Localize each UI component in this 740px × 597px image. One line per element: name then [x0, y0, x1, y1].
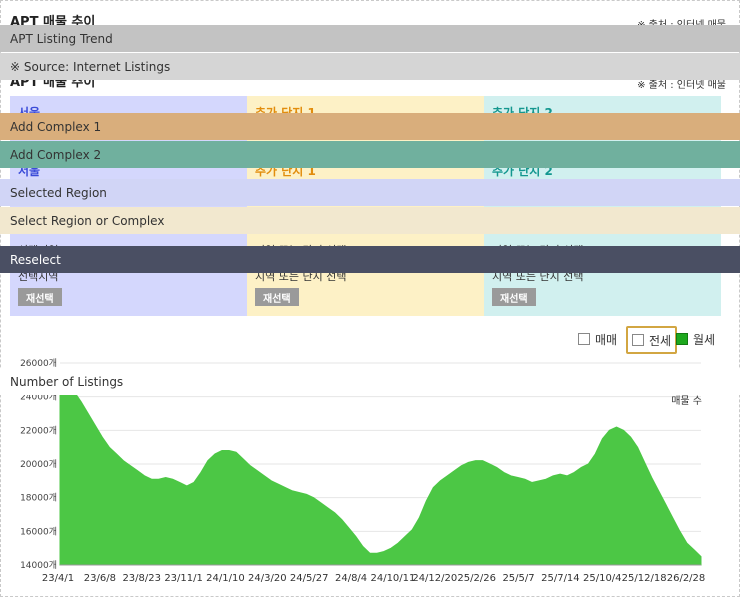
- source-note-duplicate: ※ 출처 : 인터넷 매물: [637, 80, 726, 91]
- overlay-bar: Reselect: [0, 246, 740, 273]
- chart-unit-label: 매물 수: [671, 395, 702, 407]
- legend-toggle-jeonse[interactable]: 전세: [626, 326, 678, 354]
- checkbox-icon[interactable]: [578, 333, 590, 345]
- legend-toggle-sale[interactable]: 매매: [578, 324, 617, 354]
- checkbox-icon[interactable]: [632, 334, 644, 346]
- x-tick-label: 26/2/28: [667, 573, 706, 584]
- x-tick-label: 23/11/1: [164, 573, 203, 584]
- overlay-bar: Selected Region: [0, 179, 740, 206]
- overlay-bar: ※ Source: Internet Listings: [0, 53, 740, 80]
- y-tick-label: 22000개: [20, 425, 57, 436]
- x-tick-label: 23/6/8: [84, 573, 116, 584]
- x-tick-label: 24/8/4: [335, 573, 367, 584]
- legend-label: 전세: [649, 333, 672, 348]
- x-tick-label: 25/12/18: [622, 573, 667, 584]
- reselect-button[interactable]: 재선택: [18, 288, 62, 306]
- legend-label: 매매: [595, 332, 618, 347]
- x-tick-label: 24/3/20: [248, 573, 287, 584]
- y-tick-label: 24000개: [20, 392, 57, 403]
- overlay-bar: Add Complex 1: [0, 113, 740, 140]
- x-tick-label: 24/5/27: [290, 573, 329, 584]
- selected-region-label: 선택지역: [18, 270, 59, 283]
- overlay-bar-label: Number of Listings: [10, 375, 123, 389]
- x-tick-label: 24/12/20: [412, 573, 457, 584]
- reselect-button[interactable]: 재선택: [255, 288, 299, 306]
- overlay-bar: Select Region or Complex: [0, 207, 740, 234]
- select-prompt: 지역 또는 단지 선택: [492, 270, 584, 283]
- reselect-button[interactable]: 재선택: [492, 288, 536, 306]
- select-prompt: 지역 또는 단지 선택: [255, 270, 347, 283]
- x-tick-label: 24/1/10: [206, 573, 245, 584]
- area-series: [59, 375, 702, 566]
- overlay-bar: Add Complex 2: [0, 141, 740, 168]
- x-tick-label: 25/10/4: [583, 573, 622, 584]
- x-tick-label: 25/7/14: [541, 573, 580, 584]
- legend-toggle-monthly[interactable]: 월세: [676, 324, 715, 354]
- legend-label: 월세: [693, 332, 716, 347]
- x-tick-label: 25/5/7: [502, 573, 534, 584]
- overlay-bar: APT Listing Trend: [0, 25, 740, 52]
- overlay-bar: [0, 368, 740, 395]
- y-tick-label: 18000개: [20, 493, 57, 504]
- y-tick-label: 14000개: [20, 560, 57, 571]
- x-tick-label: 23/8/23: [122, 573, 161, 584]
- y-tick-label: 20000개: [20, 459, 57, 470]
- y-tick-label: 26000개: [20, 358, 57, 369]
- y-tick-label: 16000개: [20, 526, 57, 537]
- x-tick-label: 25/2/26: [457, 573, 496, 584]
- x-tick-label: 24/10/11: [370, 573, 415, 584]
- checkbox-checked-icon[interactable]: [676, 333, 688, 345]
- x-tick-label: 23/4/1: [42, 573, 74, 584]
- listing-count-chart: 26000개 24000개 22000개 20000개 18000개 16000개 1400…: [0, 358, 740, 584]
